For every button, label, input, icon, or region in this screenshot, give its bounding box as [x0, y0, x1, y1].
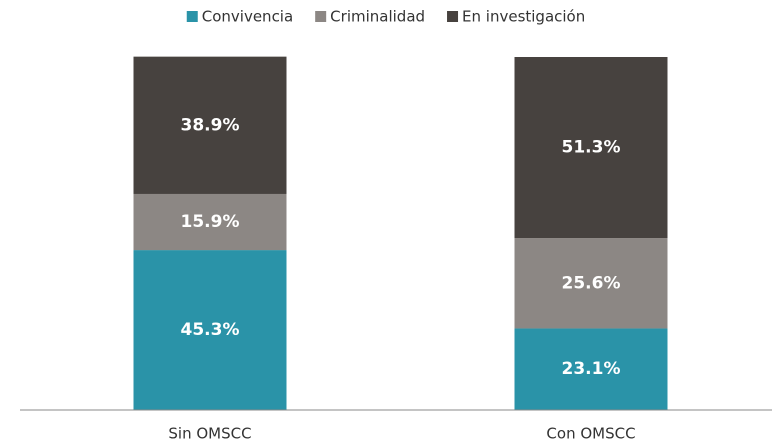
bar-segment — [514, 328, 668, 410]
data-label: 25.6% — [562, 273, 621, 293]
x-tick-label: Con OMSCC — [546, 425, 635, 443]
bar-segment — [133, 250, 287, 410]
data-label: 51.3% — [562, 138, 621, 158]
legend-label: Convivencia — [202, 8, 293, 26]
data-label: 15.9% — [181, 212, 240, 232]
legend-label: Criminalidad — [330, 8, 425, 26]
bar-segment — [514, 238, 668, 329]
bar-segment — [133, 56, 287, 194]
data-label: 38.9% — [181, 115, 240, 135]
bar-segment — [514, 57, 668, 239]
data-label: 45.3% — [181, 320, 240, 340]
legend-label: En investigación — [462, 8, 585, 26]
legend-swatch — [315, 11, 327, 22]
x-tick-label: Sin OMSCC — [168, 425, 251, 443]
data-label: 23.1% — [562, 359, 621, 379]
bar-segment — [133, 193, 287, 251]
legend-swatch — [186, 11, 198, 22]
legend-swatch — [447, 11, 459, 22]
